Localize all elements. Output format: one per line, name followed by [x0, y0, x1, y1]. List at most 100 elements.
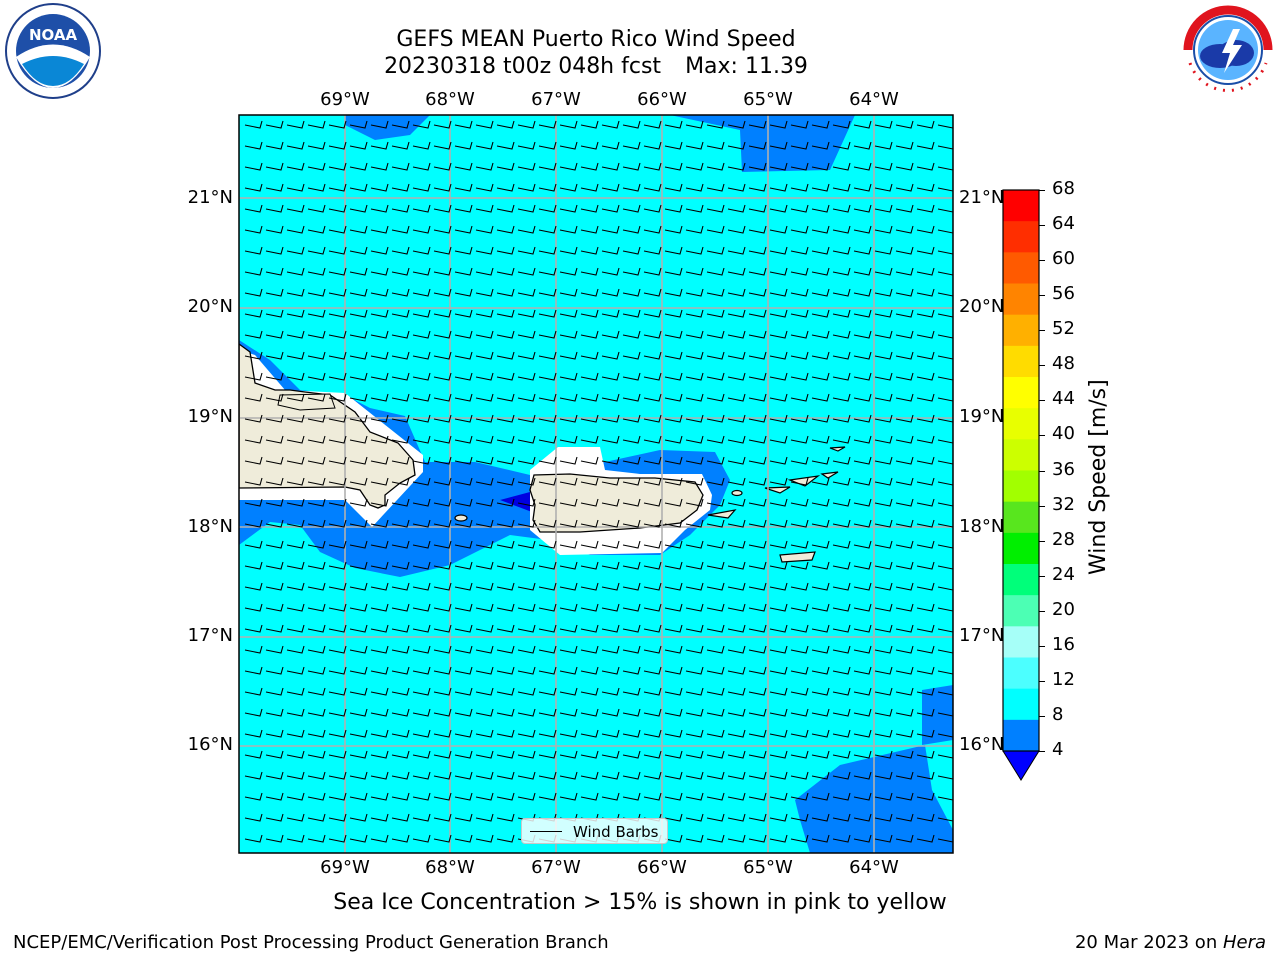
wind-barb — [895, 456, 914, 465]
wind-barb — [370, 834, 389, 843]
wind-barb — [832, 813, 851, 822]
wind-barb — [538, 435, 557, 444]
wind-barb — [538, 624, 557, 633]
wind-barb — [685, 750, 704, 759]
wind-barb — [517, 351, 536, 360]
wind-barb — [790, 645, 809, 654]
wind-barb — [286, 519, 305, 528]
wind-barb — [307, 750, 326, 759]
wind-barb — [433, 519, 452, 528]
wind-barb — [601, 540, 620, 549]
wind-barb — [349, 351, 368, 360]
wind-barb — [727, 750, 746, 759]
wind-barb — [370, 246, 389, 255]
wind-barb — [832, 750, 851, 759]
wind-barb — [832, 393, 851, 402]
wind-barb — [370, 330, 389, 339]
colorbar-tick-mark — [1039, 435, 1045, 437]
colorbar-tick-label: 60 — [1052, 248, 1075, 270]
wind-barb — [559, 645, 578, 654]
wind-barb — [706, 582, 725, 591]
wind-barb — [370, 603, 389, 612]
wind-barb — [328, 708, 347, 717]
wind-barb — [433, 498, 452, 507]
wind-barb — [286, 645, 305, 654]
wind-barb — [643, 225, 662, 234]
wind-barb — [454, 771, 473, 780]
wind-barb — [832, 162, 851, 171]
wind-barb — [748, 687, 767, 696]
wind-barb — [412, 813, 431, 822]
wind-barb — [328, 267, 347, 276]
wind-barb — [643, 792, 662, 801]
wind-barb — [286, 120, 305, 129]
wind-barb — [244, 141, 263, 150]
wind-barb — [538, 792, 557, 801]
wind-barb — [748, 792, 767, 801]
wind-barb — [811, 771, 830, 780]
wind-barb — [475, 288, 494, 297]
wind-barb — [727, 393, 746, 402]
wind-barb — [307, 477, 326, 486]
wind-barb — [391, 750, 410, 759]
wind-barb — [601, 330, 620, 339]
wind-barb — [937, 418, 953, 423]
wind-barb — [937, 250, 953, 255]
wind-barb — [706, 603, 725, 612]
wind-barb — [454, 792, 473, 801]
lon-bottom-67w: 67°W — [531, 857, 581, 878]
wind-barb — [790, 141, 809, 150]
wind-barb — [580, 540, 599, 549]
wind-barb — [244, 435, 263, 444]
wind-barb — [790, 729, 809, 738]
wind-barb — [853, 456, 872, 465]
wind-barb — [328, 729, 347, 738]
wind-barb — [391, 498, 410, 507]
wind-barb — [244, 582, 263, 591]
wind-barb — [433, 435, 452, 444]
wind-barb — [643, 204, 662, 213]
wind-barb — [307, 414, 326, 423]
wind-barb — [475, 708, 494, 717]
wind-barb — [538, 498, 557, 507]
wind-barb — [706, 561, 725, 570]
wind-barb — [643, 267, 662, 276]
wind-barb — [454, 750, 473, 759]
wind-barb — [748, 561, 767, 570]
wind-barb — [937, 754, 953, 759]
lon-bottom-68w: 68°W — [425, 857, 475, 878]
wind-barb — [496, 183, 515, 192]
wind-barb — [328, 183, 347, 192]
wind-barb — [475, 309, 494, 318]
wind-barb — [769, 225, 788, 234]
lat-left-21n: 21°N — [187, 187, 233, 208]
wind-barb — [475, 582, 494, 591]
wind-barb — [874, 540, 893, 549]
wind-barb — [643, 393, 662, 402]
wind-barb — [643, 309, 662, 318]
wind-barb — [475, 771, 494, 780]
wind-barb — [643, 477, 662, 486]
wind-barb — [811, 330, 830, 339]
wind-barb — [370, 309, 389, 318]
wind-barb — [916, 141, 935, 150]
wind-barb — [244, 351, 263, 360]
wind-barb — [916, 666, 935, 675]
wind-barb — [622, 519, 641, 528]
wind-barb — [769, 183, 788, 192]
wind-barb — [601, 561, 620, 570]
wind-barb — [622, 477, 641, 486]
colorbar-tick-label: 24 — [1052, 563, 1075, 585]
wind-barb — [244, 792, 263, 801]
wind-barb — [643, 456, 662, 465]
wind-barb — [832, 561, 851, 570]
wind-barb — [643, 330, 662, 339]
wind-barb — [895, 246, 914, 255]
wind-barb — [664, 330, 683, 339]
wind-barb — [874, 582, 893, 591]
wind-barb — [454, 477, 473, 486]
wind-barb — [853, 603, 872, 612]
wind-barb — [307, 162, 326, 171]
wind-barb — [937, 334, 953, 339]
wind-barb — [559, 687, 578, 696]
